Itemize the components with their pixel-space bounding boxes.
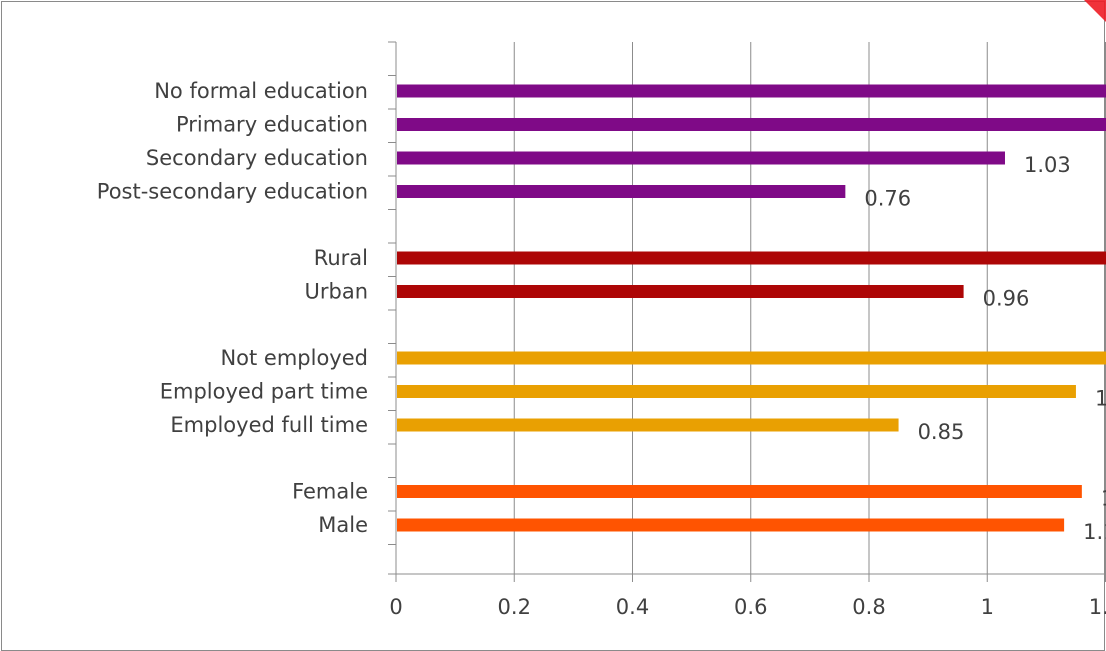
data-label: 0.76: [864, 187, 911, 211]
bar: [397, 84, 1106, 98]
data-label: 0.85: [918, 420, 965, 444]
category-label: Male: [318, 513, 368, 537]
bar: [397, 385, 1076, 398]
bar-chart: 00.20.40.60.811.21.41.6No formal educati…: [97, 41, 1106, 619]
data-label: 1.16: [1101, 487, 1106, 511]
category-label: Post-secondary education: [97, 180, 368, 204]
category-label: Primary education: [176, 113, 368, 137]
category-label: Secondary education: [146, 146, 368, 170]
bar: [397, 118, 1106, 131]
category-label: Rural: [314, 246, 368, 270]
x-tick-label: 0.6: [734, 595, 767, 619]
bar: [397, 151, 1005, 165]
category-label: Employed full time: [170, 413, 368, 437]
category-label: No formal education: [154, 79, 368, 103]
data-label: 1.15: [1095, 387, 1106, 411]
category-label: Urban: [304, 280, 368, 304]
data-label: 1.13: [1083, 520, 1106, 544]
bar: [397, 485, 1082, 498]
bar: [397, 418, 899, 432]
x-tick-label: 0.8: [852, 595, 885, 619]
bar: [397, 518, 1065, 532]
category-label: Not employed: [220, 346, 368, 370]
data-label: 1.03: [1024, 153, 1071, 177]
x-tick-label: 1: [981, 595, 994, 619]
bar: [397, 285, 964, 298]
corner-mark: [1084, 0, 1106, 22]
category-label: Female: [292, 480, 368, 504]
bar: [397, 185, 846, 198]
x-tick-label: 0.2: [498, 595, 531, 619]
x-tick-label: 0.4: [616, 595, 649, 619]
bar: [397, 251, 1106, 265]
x-tick-label: 1.2: [1089, 595, 1106, 619]
data-label: 0.96: [983, 287, 1030, 311]
bar: [397, 351, 1106, 365]
category-label: Employed part time: [160, 380, 368, 404]
x-tick-label: 0: [389, 595, 402, 619]
